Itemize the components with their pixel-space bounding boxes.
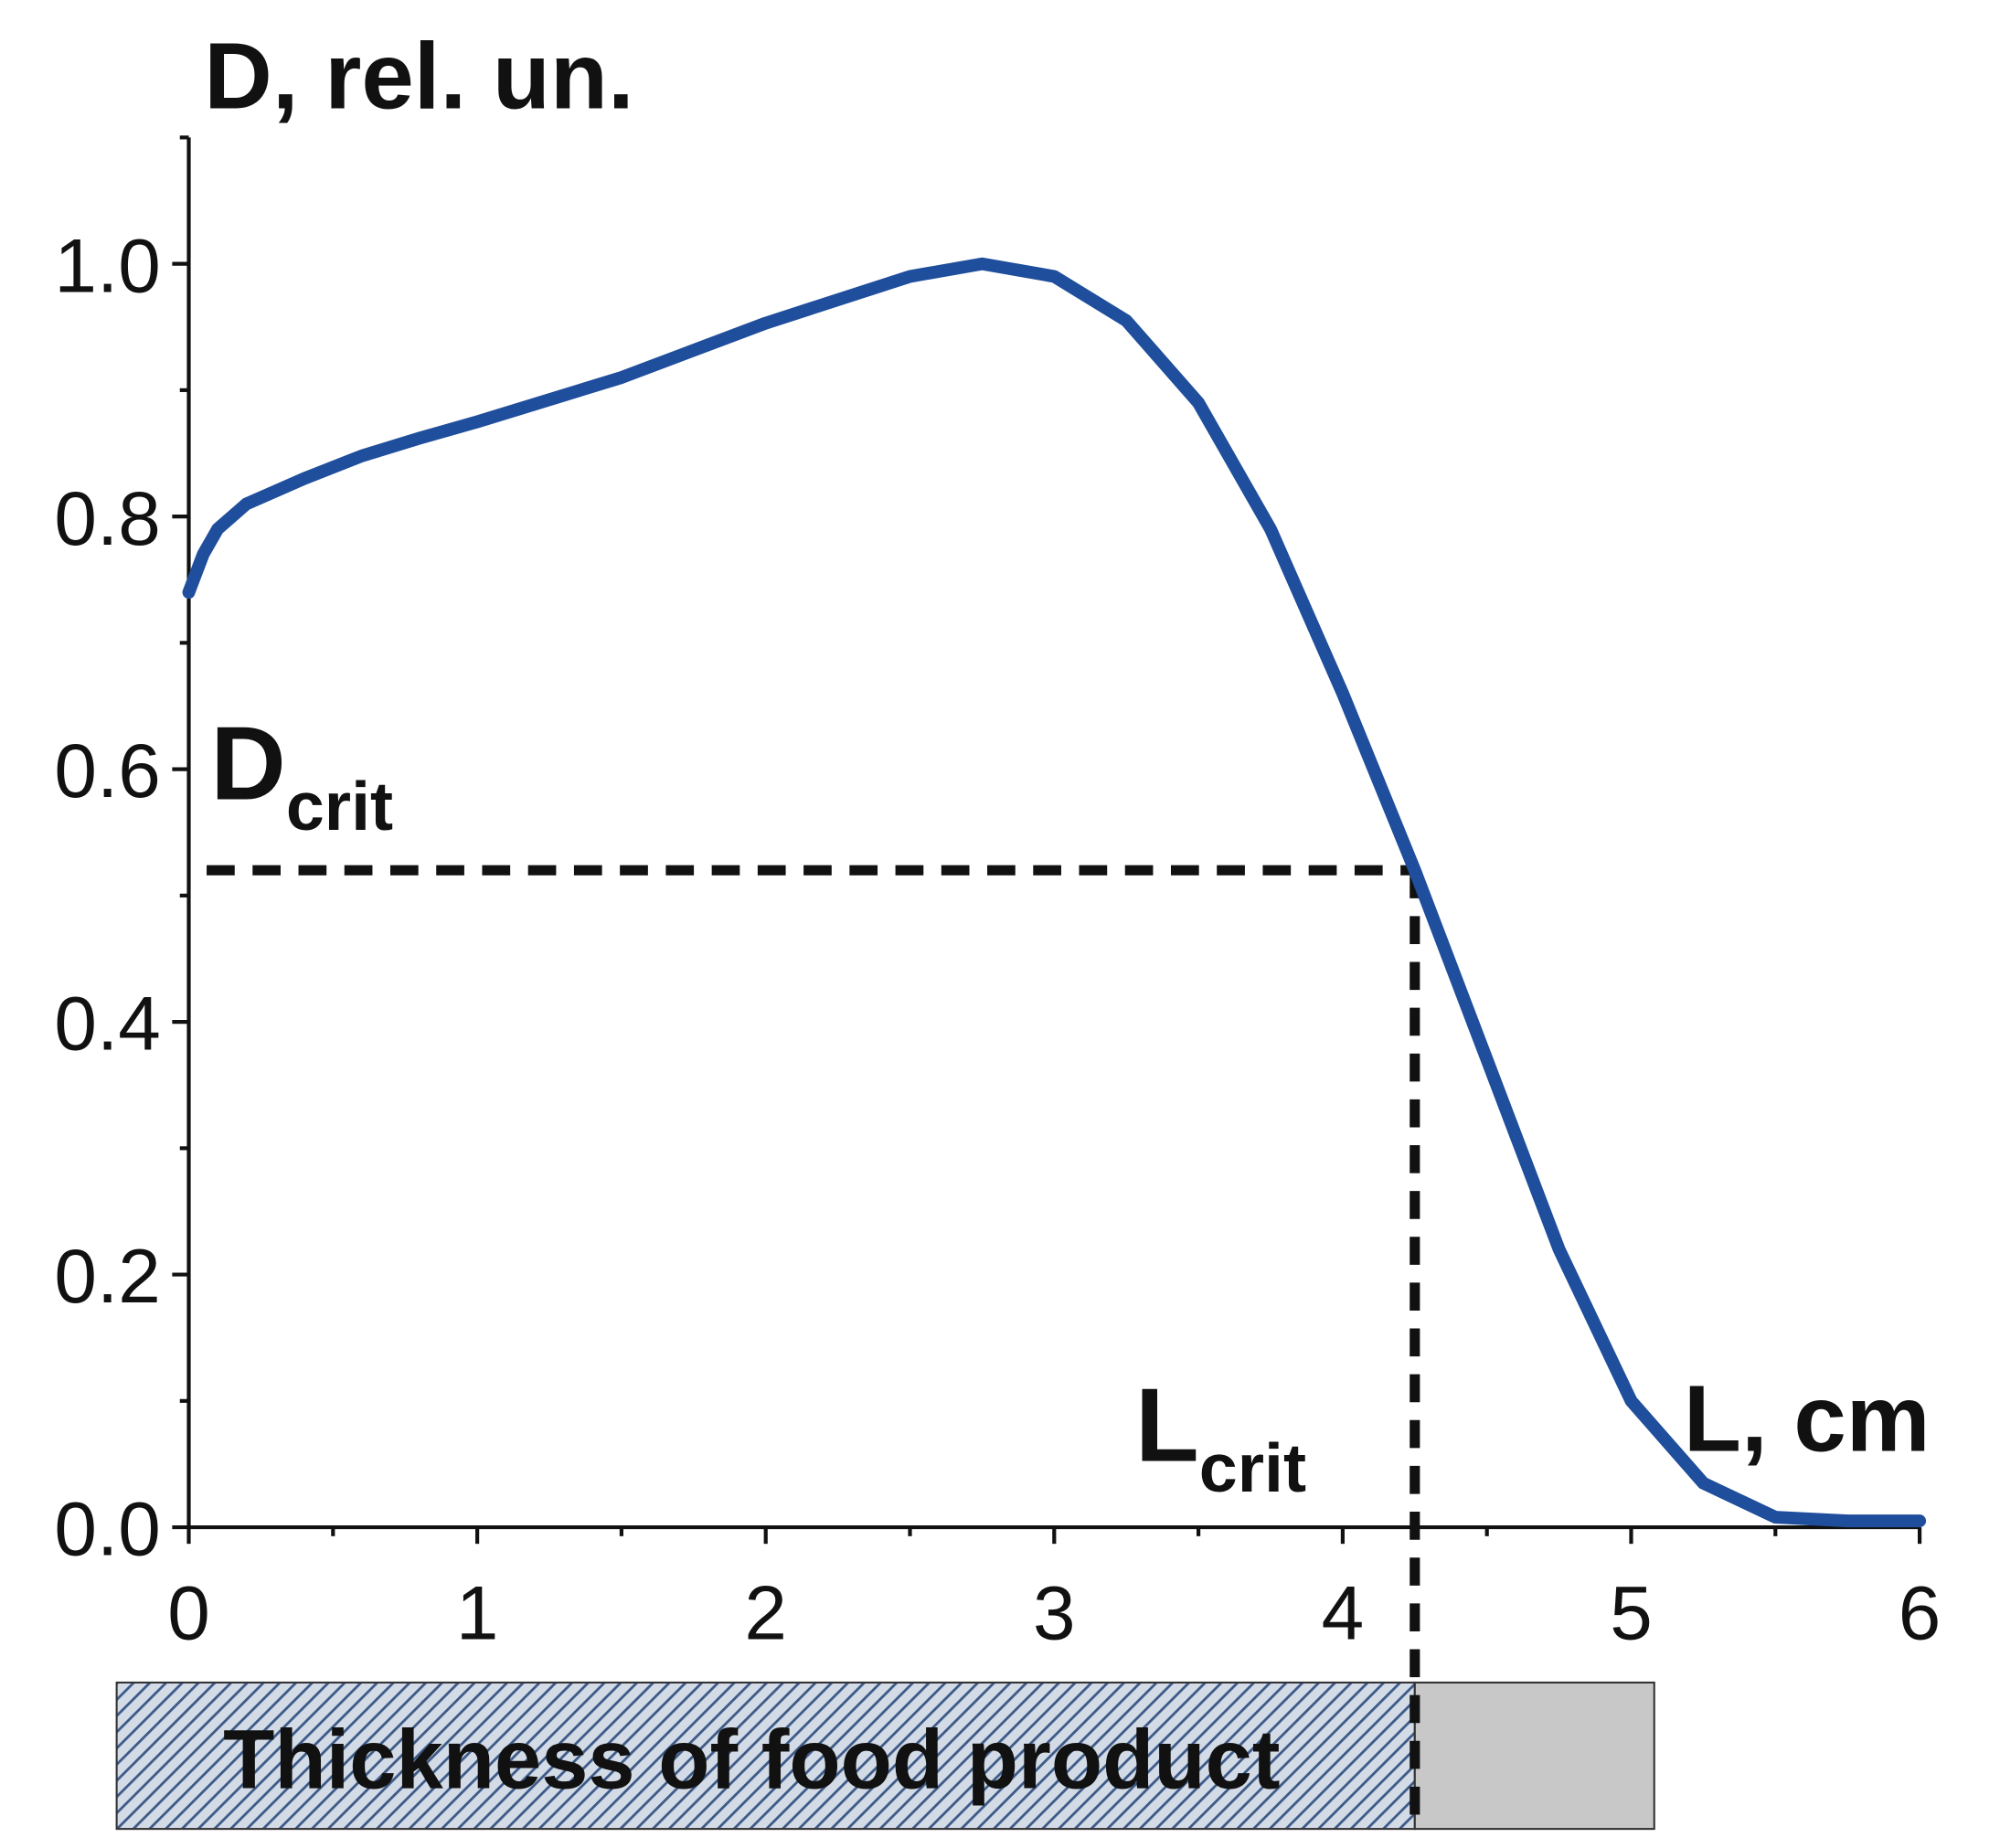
x-tick-label: 0 bbox=[167, 1570, 210, 1656]
y-tick-label: 0.0 bbox=[54, 1486, 160, 1572]
product-bar-hatched bbox=[115, 1681, 1416, 1831]
data-line bbox=[182, 257, 1927, 1528]
product-bar-remainder bbox=[1413, 1681, 1655, 1831]
y-tick-label: 0.4 bbox=[54, 981, 160, 1067]
x-tick-label: 1 bbox=[456, 1570, 499, 1656]
x-tick-label: 4 bbox=[1322, 1570, 1365, 1656]
d-crit-label: Dcrit bbox=[210, 706, 393, 844]
y-axis-label: D, rel. un. bbox=[204, 23, 633, 128]
x-axis-label: L, cm bbox=[1684, 1366, 1931, 1471]
y-tick-label: 1.0 bbox=[54, 222, 160, 308]
d-crit-sub: crit bbox=[286, 768, 393, 844]
x-tick-label: 3 bbox=[1033, 1570, 1076, 1656]
x-tick-label: 6 bbox=[1899, 1570, 1941, 1656]
x-tick-label: 5 bbox=[1610, 1570, 1653, 1656]
l-crit-label: Lcrit bbox=[1135, 1368, 1306, 1506]
l-crit-sub: crit bbox=[1199, 1429, 1306, 1506]
y-tick-label: 0.6 bbox=[54, 728, 160, 813]
x-tick-label: 2 bbox=[744, 1570, 787, 1656]
d-crit-main: D bbox=[210, 706, 286, 823]
y-tick-label: 0.2 bbox=[54, 1233, 160, 1319]
y-tick-label: 0.8 bbox=[54, 475, 160, 561]
l-crit-main: L bbox=[1135, 1368, 1199, 1484]
product-bar-label: Thickness of food product bbox=[223, 1714, 1280, 1807]
